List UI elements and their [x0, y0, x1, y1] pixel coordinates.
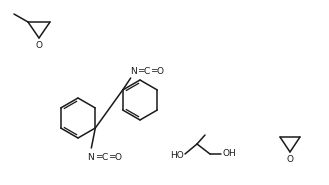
Text: =: =: [150, 66, 158, 75]
Text: O: O: [36, 41, 42, 50]
Text: N: N: [130, 66, 137, 75]
Text: O: O: [287, 156, 293, 164]
Text: O: O: [115, 152, 122, 162]
Text: C: C: [143, 66, 150, 75]
Text: OH: OH: [222, 149, 236, 159]
Text: =: =: [108, 152, 115, 162]
Text: C: C: [101, 152, 108, 162]
Text: =: =: [94, 152, 102, 162]
Text: =: =: [137, 66, 144, 75]
Text: HO: HO: [170, 152, 184, 161]
Text: N: N: [87, 152, 94, 162]
Text: O: O: [156, 66, 163, 75]
